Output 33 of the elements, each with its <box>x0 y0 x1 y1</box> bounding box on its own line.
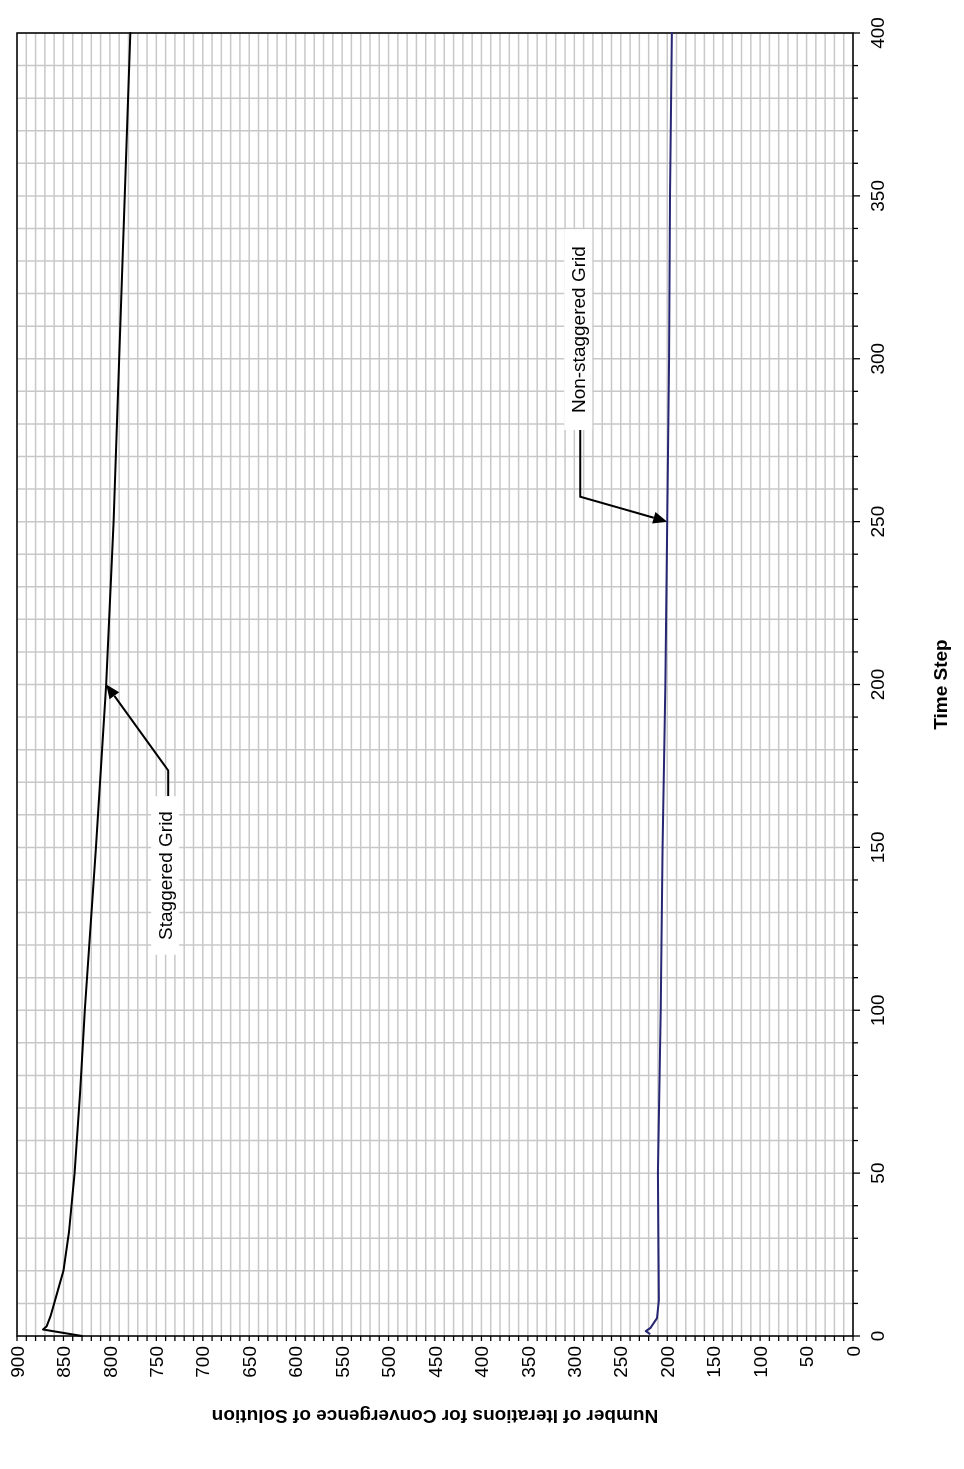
x-tick-label: 50 <box>796 1346 818 1368</box>
annotation: Staggered Grid <box>154 811 176 940</box>
y-axis-title: Time Step <box>929 639 951 730</box>
x-tick-label: 550 <box>331 1346 353 1378</box>
line-series <box>644 32 673 1335</box>
x-tick-label: 450 <box>424 1346 446 1378</box>
annotation: Non-staggered Grid <box>567 246 589 414</box>
x-tick-label: 700 <box>192 1346 214 1378</box>
y-tick-label: 350 <box>866 180 888 212</box>
x-tick-label: 150 <box>703 1346 725 1378</box>
x-tick-label: 800 <box>99 1346 121 1378</box>
x-tick-label: 250 <box>610 1346 632 1378</box>
x-tick-label: 350 <box>517 1346 539 1378</box>
y-tick-label: 100 <box>866 994 888 1027</box>
x-tick-label: 600 <box>285 1346 307 1378</box>
y-tick-label: 50 <box>866 1162 888 1184</box>
x-tick-label: 200 <box>656 1346 678 1378</box>
y-tick-label: 0 <box>866 1330 888 1342</box>
x-tick-label: 900 <box>6 1346 28 1378</box>
x-tick-label: 850 <box>53 1346 75 1378</box>
x-tick-label: 650 <box>238 1346 260 1378</box>
x-tick-label: 0 <box>842 1346 864 1357</box>
y-tick-label: 200 <box>866 668 888 701</box>
y-tick-label: 300 <box>866 342 888 375</box>
x-tick-label: 100 <box>749 1346 771 1378</box>
y-tick-label: 400 <box>866 17 888 49</box>
x-tick-label: 400 <box>471 1346 493 1378</box>
x-tick-label: 500 <box>378 1346 400 1378</box>
x-tick-label: 300 <box>563 1346 585 1378</box>
x-tick-label: 750 <box>145 1346 167 1378</box>
x-axis-title: Number of Iterations for Convergence of Solution <box>211 1406 659 1428</box>
y-tick-label: 150 <box>866 831 888 864</box>
y-tick-label: 250 <box>866 505 888 538</box>
